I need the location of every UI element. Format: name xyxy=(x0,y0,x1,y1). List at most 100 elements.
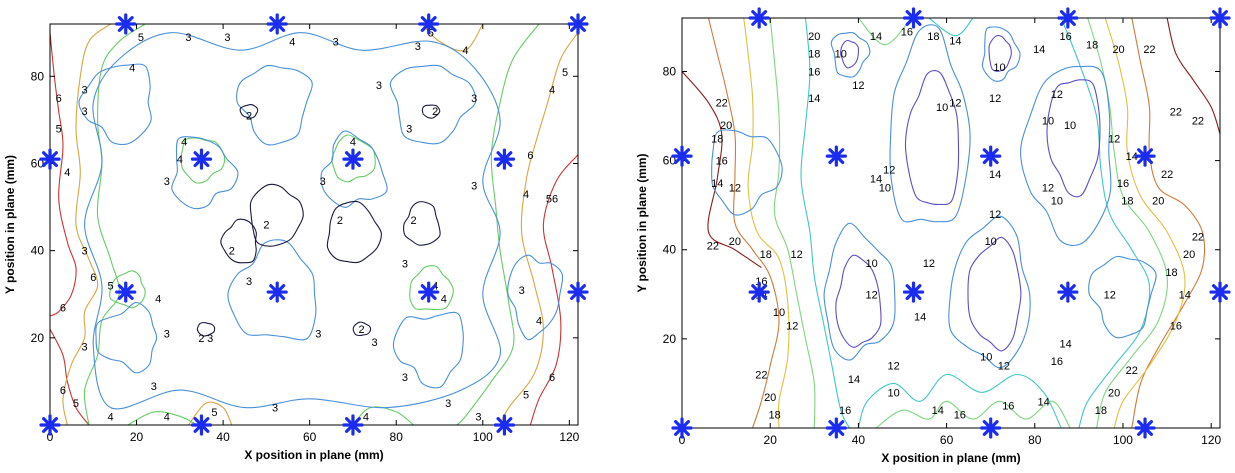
contour-line-4 xyxy=(331,134,376,183)
contour-label: 12 xyxy=(989,209,1001,221)
sensor-markers xyxy=(39,13,589,436)
contour-label: 22 xyxy=(1192,116,1204,128)
contour-line-5 xyxy=(62,23,111,426)
contour-line-10 xyxy=(988,34,1012,72)
contour-line-2 xyxy=(239,104,259,119)
contour-label: 3 xyxy=(415,41,421,53)
contour-line-2 xyxy=(326,200,382,264)
contour-label: 10 xyxy=(993,62,1005,74)
contour-plot-left: 0 20 40 60 80 100 120 20 40 60 80 X position in pla… xyxy=(0,0,600,468)
contour-label: 6 xyxy=(56,93,62,105)
plot-frame xyxy=(681,17,1221,429)
sensor-markers xyxy=(671,7,1231,439)
x-tick-label: 100 xyxy=(473,430,493,444)
plot-background xyxy=(682,18,1220,428)
asterisk-marker-icon xyxy=(266,281,288,303)
contour-label: 6 xyxy=(527,150,533,162)
contour-label: 2 xyxy=(229,246,235,258)
contour-label: 12 xyxy=(865,289,877,301)
contour-label: 10 xyxy=(1042,116,1054,128)
asterisk-marker-icon xyxy=(825,145,847,167)
contour-line-10 xyxy=(1046,79,1101,198)
contour-line-10 xyxy=(840,39,860,69)
contour-label: 20 xyxy=(1112,44,1124,56)
asterisk-marker-icon xyxy=(342,148,364,170)
contour-line-12 xyxy=(830,31,871,78)
contour-label: 14 xyxy=(1033,44,1045,56)
contour-label: 12 xyxy=(852,80,864,92)
contour-label: 18 xyxy=(808,49,820,61)
y-tick-label: 80 xyxy=(31,69,45,83)
contour-line-18 xyxy=(1104,17,1186,429)
contour-label: 18 xyxy=(1165,267,1177,279)
contour-label: 10 xyxy=(773,307,785,319)
contour-label: 4 xyxy=(549,84,555,96)
contour-line-22 xyxy=(681,71,762,269)
contour-label: 2 xyxy=(198,333,204,345)
asterisk-marker-icon xyxy=(1209,281,1231,303)
contour-label: 14 xyxy=(711,178,723,190)
contour-label: 20 xyxy=(1183,249,1195,261)
asterisk-marker-icon xyxy=(1057,281,1079,303)
asterisk-marker-icon xyxy=(39,148,61,170)
contour-label: 3 xyxy=(164,176,170,188)
contour-label: 3 xyxy=(82,342,88,354)
asterisk-marker-icon xyxy=(115,13,137,35)
contour-label: 6 xyxy=(549,372,555,384)
asterisk-marker-icon xyxy=(567,13,589,35)
contour-label: 12 xyxy=(989,93,1001,105)
contour-label: 14 xyxy=(932,405,944,417)
contour-label: 3 xyxy=(272,403,278,415)
x-tick-label: 0 xyxy=(47,430,54,444)
contour-line-3 xyxy=(392,311,464,389)
contour-label: 18 xyxy=(711,133,723,145)
asterisk-marker-icon xyxy=(39,414,61,436)
y-axis-label: Y position in plane (mm) xyxy=(3,155,17,294)
contour-label: 12 xyxy=(923,258,935,270)
contour-label: 12 xyxy=(786,321,798,333)
contour-label: 22 xyxy=(1126,365,1138,377)
contour-label: 20 xyxy=(1108,387,1120,399)
contour-label: 3 xyxy=(315,328,321,340)
contour-label: 56 xyxy=(546,193,558,205)
x-tick-label: 40 xyxy=(216,430,230,444)
contour-label: 3 xyxy=(519,285,525,297)
contour-lines xyxy=(49,23,579,426)
contour-label: 10 xyxy=(1064,120,1076,132)
contour-line-4 xyxy=(180,137,226,184)
contour-line-16 xyxy=(769,17,816,429)
contour-label: 5 xyxy=(73,398,79,410)
x-tick-label: 60 xyxy=(940,433,954,447)
asterisk-marker-icon xyxy=(671,417,693,439)
x-tick-label: 100 xyxy=(1113,433,1133,447)
contour-line-10 xyxy=(967,236,1022,352)
contour-line-10 xyxy=(904,70,960,206)
contour-label: 6 xyxy=(90,272,96,284)
contour-label: 16 xyxy=(1002,401,1014,413)
x-tick-label: 20 xyxy=(764,433,778,447)
asterisk-marker-icon xyxy=(190,148,213,170)
contour-label: 12 xyxy=(1042,182,1054,194)
contour-label: 4 xyxy=(363,411,369,423)
contour-label: 12 xyxy=(883,165,895,177)
contour-line-14 xyxy=(928,17,974,37)
contour-line-20 xyxy=(1131,17,1206,429)
contour-line-4 xyxy=(409,265,454,311)
contour-label: 22 xyxy=(1170,107,1182,119)
contour-label: 5 xyxy=(56,124,62,136)
contour-label: 3 xyxy=(475,411,481,423)
x-tick-label: 0 xyxy=(679,433,686,447)
contour-line-12 xyxy=(889,24,971,223)
contour-label: 3 xyxy=(402,259,408,271)
contour-label: 3 xyxy=(406,124,412,136)
contour-label: 22 xyxy=(755,370,767,382)
contour-label: 3 xyxy=(164,328,170,340)
contour-line-3 xyxy=(78,63,152,146)
contour-line-2 xyxy=(421,104,441,119)
contour-label: 12 xyxy=(791,249,803,261)
contour-label: 2 xyxy=(246,111,252,123)
contour-label: 3 xyxy=(471,180,477,192)
x-tick-label: 80 xyxy=(390,430,404,444)
